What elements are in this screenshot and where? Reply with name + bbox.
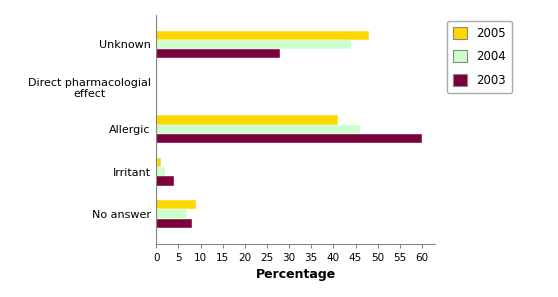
Bar [156,209,187,219]
Bar [156,167,165,176]
Bar [156,158,161,167]
Bar [156,219,191,228]
X-axis label: Percentage: Percentage [256,268,336,281]
Bar [156,176,174,186]
Legend: 2005, 2004, 2003: 2005, 2004, 2003 [447,21,512,93]
Bar [156,49,280,59]
Bar [156,40,351,49]
Bar [156,31,369,40]
Bar [156,115,338,124]
Bar [156,124,360,134]
Bar [156,200,196,209]
Bar [156,134,422,143]
